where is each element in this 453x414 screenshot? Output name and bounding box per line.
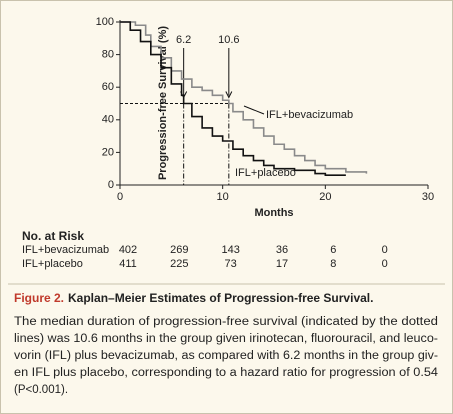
caption-title: Kaplan–Meier Estimates of Progression-fr… [68, 291, 373, 305]
risk-count: 269 [170, 244, 188, 256]
risk-row-name: IFL+bevacizumab [22, 244, 109, 256]
series-label: IFL+bevacizumab [266, 109, 353, 121]
x-tick-label: 30 [422, 191, 434, 203]
risk-count: 17 [276, 258, 288, 270]
risk-table-title: No. at Risk [22, 229, 84, 243]
y-tick-label: 80 [102, 49, 114, 61]
risk-count: 36 [276, 244, 288, 256]
risk-count: 73 [225, 258, 237, 270]
risk-count: 0 [382, 244, 388, 256]
caption-line: (P<0.001). [14, 384, 68, 396]
risk-count: 6 [330, 244, 336, 256]
caption-line: lines) was 10.6 months in the group give… [14, 333, 438, 345]
risk-row-name: IFL+placebo [22, 258, 83, 270]
x-tick-label: 0 [117, 191, 123, 203]
series-label-pointer [243, 105, 265, 115]
x-tick-label: 20 [319, 191, 331, 203]
risk-count: 0 [382, 258, 388, 270]
risk-count: 411 [119, 258, 137, 270]
caption-line: vorin (IFL) plus bevacizumab, as compare… [14, 350, 438, 362]
y-tick-label: 40 [102, 114, 114, 126]
caption-line: The median duration of progression-free … [14, 316, 438, 328]
y-tick-label: 0 [108, 179, 114, 191]
median-arrowhead [225, 91, 233, 99]
risk-count: 8 [330, 258, 336, 270]
y-tick-label: 100 [96, 16, 114, 28]
median-label: 6.2 [176, 34, 191, 46]
y-axis-title: Progression-free Survival (%) [157, 26, 169, 180]
risk-count: 402 [119, 244, 137, 256]
series-label: IFL+placebo [235, 167, 296, 179]
caption-line: en IFL plus placebo, corresponding to a … [14, 367, 439, 379]
y-tick-label: 20 [102, 146, 114, 158]
y-tick-label: 60 [102, 81, 114, 93]
x-tick-label: 10 [217, 191, 229, 203]
survival-curve [120, 21, 346, 177]
caption-label: Figure 2. [14, 291, 64, 305]
caption-heading: Figure 2. Kaplan–Meier Estimates of Progr… [14, 291, 373, 305]
risk-count: 143 [221, 244, 239, 256]
x-axis-title: Months [254, 207, 293, 219]
risk-count: 225 [170, 258, 188, 270]
median-label: 10.6 [218, 34, 239, 46]
